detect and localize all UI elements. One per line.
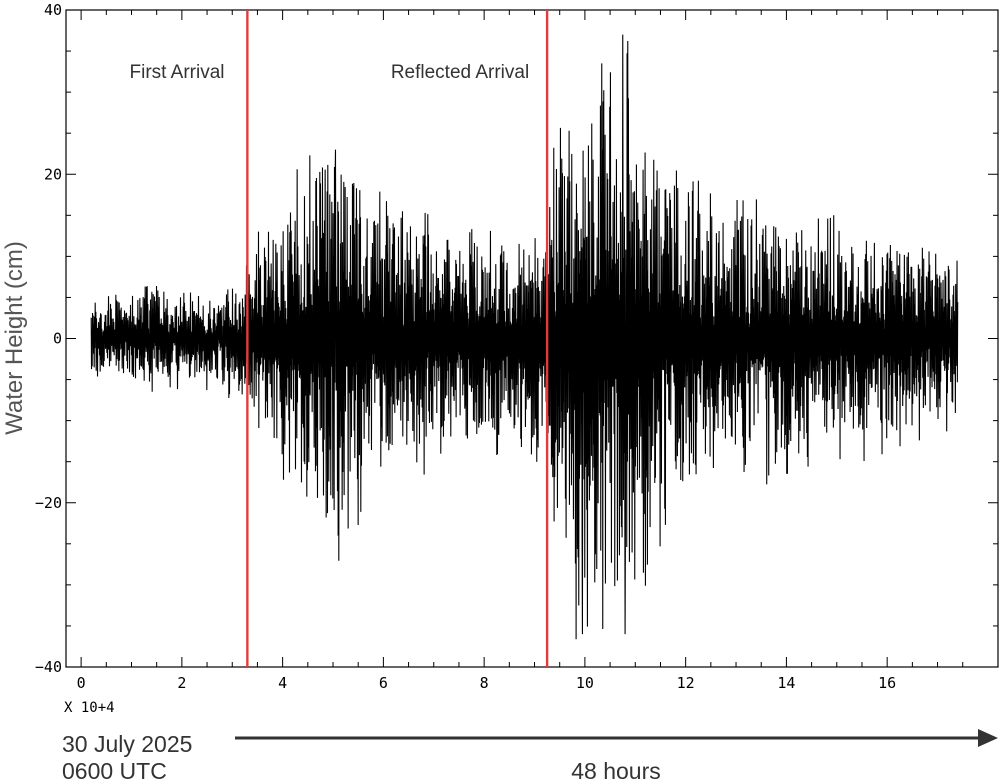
tick-labels: 0 2 4 6 8 10 12 14 16 −40 −20 0 20 40 — [35, 1, 896, 692]
x-multiplier-label: X 10+4 — [64, 700, 115, 716]
y-tick-label: 40 — [44, 1, 62, 19]
water-height-series — [90, 34, 959, 640]
reflected-arrival-label: Reflected Arrival — [391, 62, 529, 83]
y-tick-label: −20 — [35, 494, 62, 512]
y-tick-label: −40 — [35, 658, 62, 676]
x-tick-label: 8 — [480, 674, 489, 692]
x-tick-label: 16 — [878, 674, 896, 692]
x-tick-label: 6 — [379, 674, 388, 692]
time-arrow-head — [978, 729, 998, 747]
y-tick-label: 20 — [44, 165, 62, 183]
y-axis-label: Water Height (cm) — [1, 241, 28, 435]
axis-ticks — [66, 9, 998, 668]
arrival-markers — [246, 10, 549, 667]
x-tick-label: 14 — [777, 674, 795, 692]
start-time: 0600 UTC — [62, 758, 167, 781]
start-date: 30 July 2025 — [62, 731, 192, 757]
x-tick-label: 0 — [77, 674, 86, 692]
first-arrival-label: First Arrival — [130, 62, 225, 83]
x-tick-label: 4 — [278, 674, 287, 692]
water-height-line — [90, 34, 959, 640]
x-tick-label: 10 — [576, 674, 594, 692]
duration-label: 48 hours — [571, 758, 661, 781]
y-tick-label: 0 — [53, 330, 62, 348]
x-tick-label: 12 — [677, 674, 695, 692]
x-tick-label: 2 — [177, 674, 186, 692]
